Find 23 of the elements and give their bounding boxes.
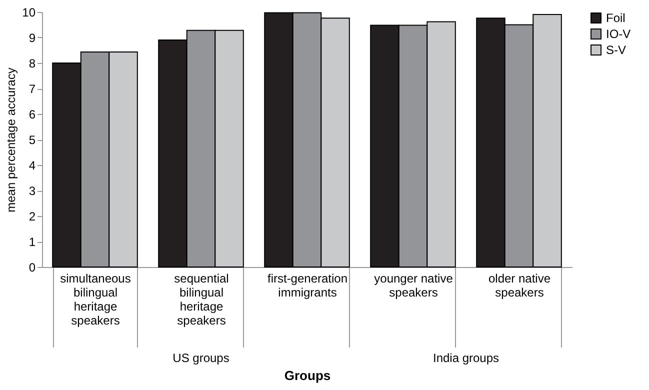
- x-tick-label: sequential bilingual heritage speakers: [174, 272, 229, 328]
- y-tick-label: 10: [22, 6, 36, 20]
- y-tick-label: 5: [28, 133, 36, 147]
- y-tick-label: 0: [28, 260, 36, 274]
- y-tick-label: 2: [28, 210, 36, 224]
- x-tick-label: younger native speakers: [374, 272, 454, 300]
- x-tick-label: older native speakers: [488, 272, 551, 300]
- y-tick-label: 9: [28, 31, 36, 45]
- x-tick-label: first-generation immigrants: [267, 272, 348, 300]
- y-tick-label: 3: [28, 184, 36, 198]
- y-tick-label: 7: [28, 82, 36, 96]
- text: US groups: [172, 351, 230, 365]
- legend-label: IO-V: [606, 27, 631, 41]
- legend-label: S-V: [606, 43, 626, 57]
- y-tick-label: 1: [28, 235, 36, 249]
- text: India groups: [432, 351, 500, 365]
- legend-label: Foil: [606, 11, 626, 25]
- y-tick-label: 8: [28, 56, 36, 70]
- x-tick-label: simultaneous bilingual heritage speakers: [60, 272, 131, 328]
- y-tick-label: 6: [28, 108, 36, 122]
- x-axis-title: Groups: [284, 368, 331, 383]
- y-tick-label: 4: [28, 158, 36, 172]
- y-axis-title: mean percentage accuracy: [4, 68, 18, 212]
